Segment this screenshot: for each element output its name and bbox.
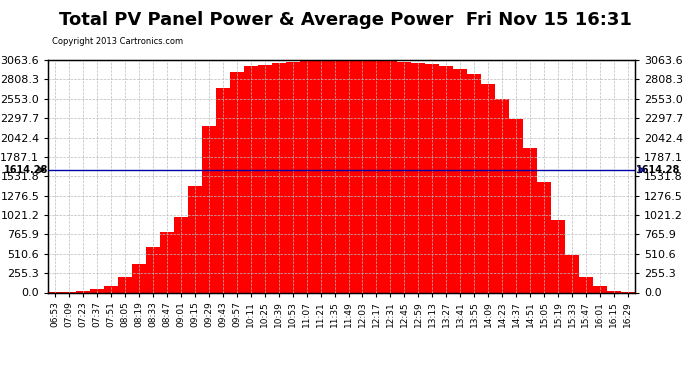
Bar [467,74,481,292]
Bar [258,65,272,292]
Bar [397,62,411,292]
Bar [369,61,384,292]
Bar [230,72,244,292]
Bar [174,217,188,292]
Bar [593,286,607,292]
Bar [481,84,495,292]
Text: 1614.28: 1614.28 [3,165,48,175]
Bar [202,126,216,292]
Bar [355,61,369,292]
Bar [440,66,453,292]
Bar [132,264,146,292]
Bar [118,278,132,292]
Bar [342,60,355,292]
Bar [509,120,523,292]
Bar [160,232,174,292]
Bar [537,183,551,292]
Bar [607,291,621,292]
Bar [314,61,328,292]
Bar [104,286,118,292]
Text: Copyright 2013 Cartronics.com: Copyright 2013 Cartronics.com [52,38,183,46]
Bar [328,60,342,292]
Bar [565,255,579,292]
Bar [495,99,509,292]
Bar [411,63,425,292]
Bar [272,63,286,292]
Bar [384,62,397,292]
Bar [90,290,104,292]
Bar [299,61,314,292]
Text: Total PV Panel Power & Average Power  Fri Nov 15 16:31: Total PV Panel Power & Average Power Fri… [59,11,631,29]
Bar [76,291,90,292]
Bar [216,88,230,292]
Bar [244,66,258,292]
Bar [188,186,202,292]
Bar [453,69,467,292]
Bar [425,64,440,292]
Bar [579,278,593,292]
Bar [551,220,565,292]
Text: 1614.28: 1614.28 [636,165,680,175]
Bar [286,62,299,292]
Bar [146,247,160,292]
Bar [523,148,537,292]
